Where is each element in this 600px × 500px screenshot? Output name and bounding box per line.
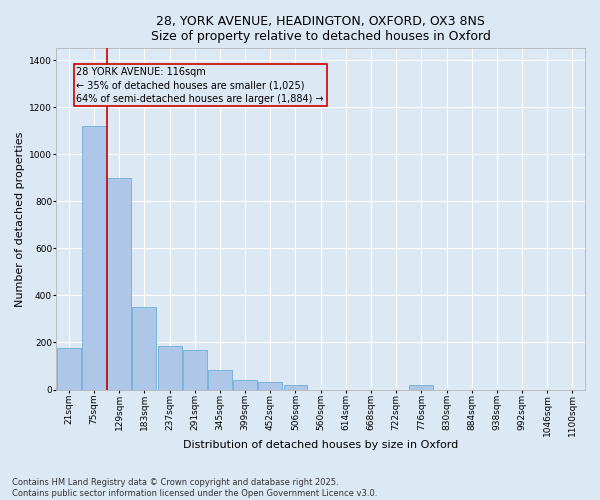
Bar: [107, 178, 131, 390]
X-axis label: Distribution of detached houses by size in Oxford: Distribution of detached houses by size …: [183, 440, 458, 450]
Text: Contains HM Land Registry data © Crown copyright and database right 2025.
Contai: Contains HM Land Registry data © Crown c…: [12, 478, 377, 498]
Bar: [208, 370, 232, 390]
Bar: [158, 346, 182, 390]
Y-axis label: Number of detached properties: Number of detached properties: [15, 131, 25, 306]
Bar: [183, 350, 207, 390]
Bar: [409, 385, 433, 390]
Bar: [82, 126, 106, 390]
Bar: [133, 307, 157, 390]
Text: 28 YORK AVENUE: 116sqm
← 35% of detached houses are smaller (1,025)
64% of semi-: 28 YORK AVENUE: 116sqm ← 35% of detached…: [76, 67, 324, 104]
Bar: [233, 380, 257, 390]
Bar: [284, 385, 307, 390]
Bar: [259, 382, 282, 390]
Bar: [57, 348, 81, 390]
Title: 28, YORK AVENUE, HEADINGTON, OXFORD, OX3 8NS
Size of property relative to detach: 28, YORK AVENUE, HEADINGTON, OXFORD, OX3…: [151, 15, 491, 43]
